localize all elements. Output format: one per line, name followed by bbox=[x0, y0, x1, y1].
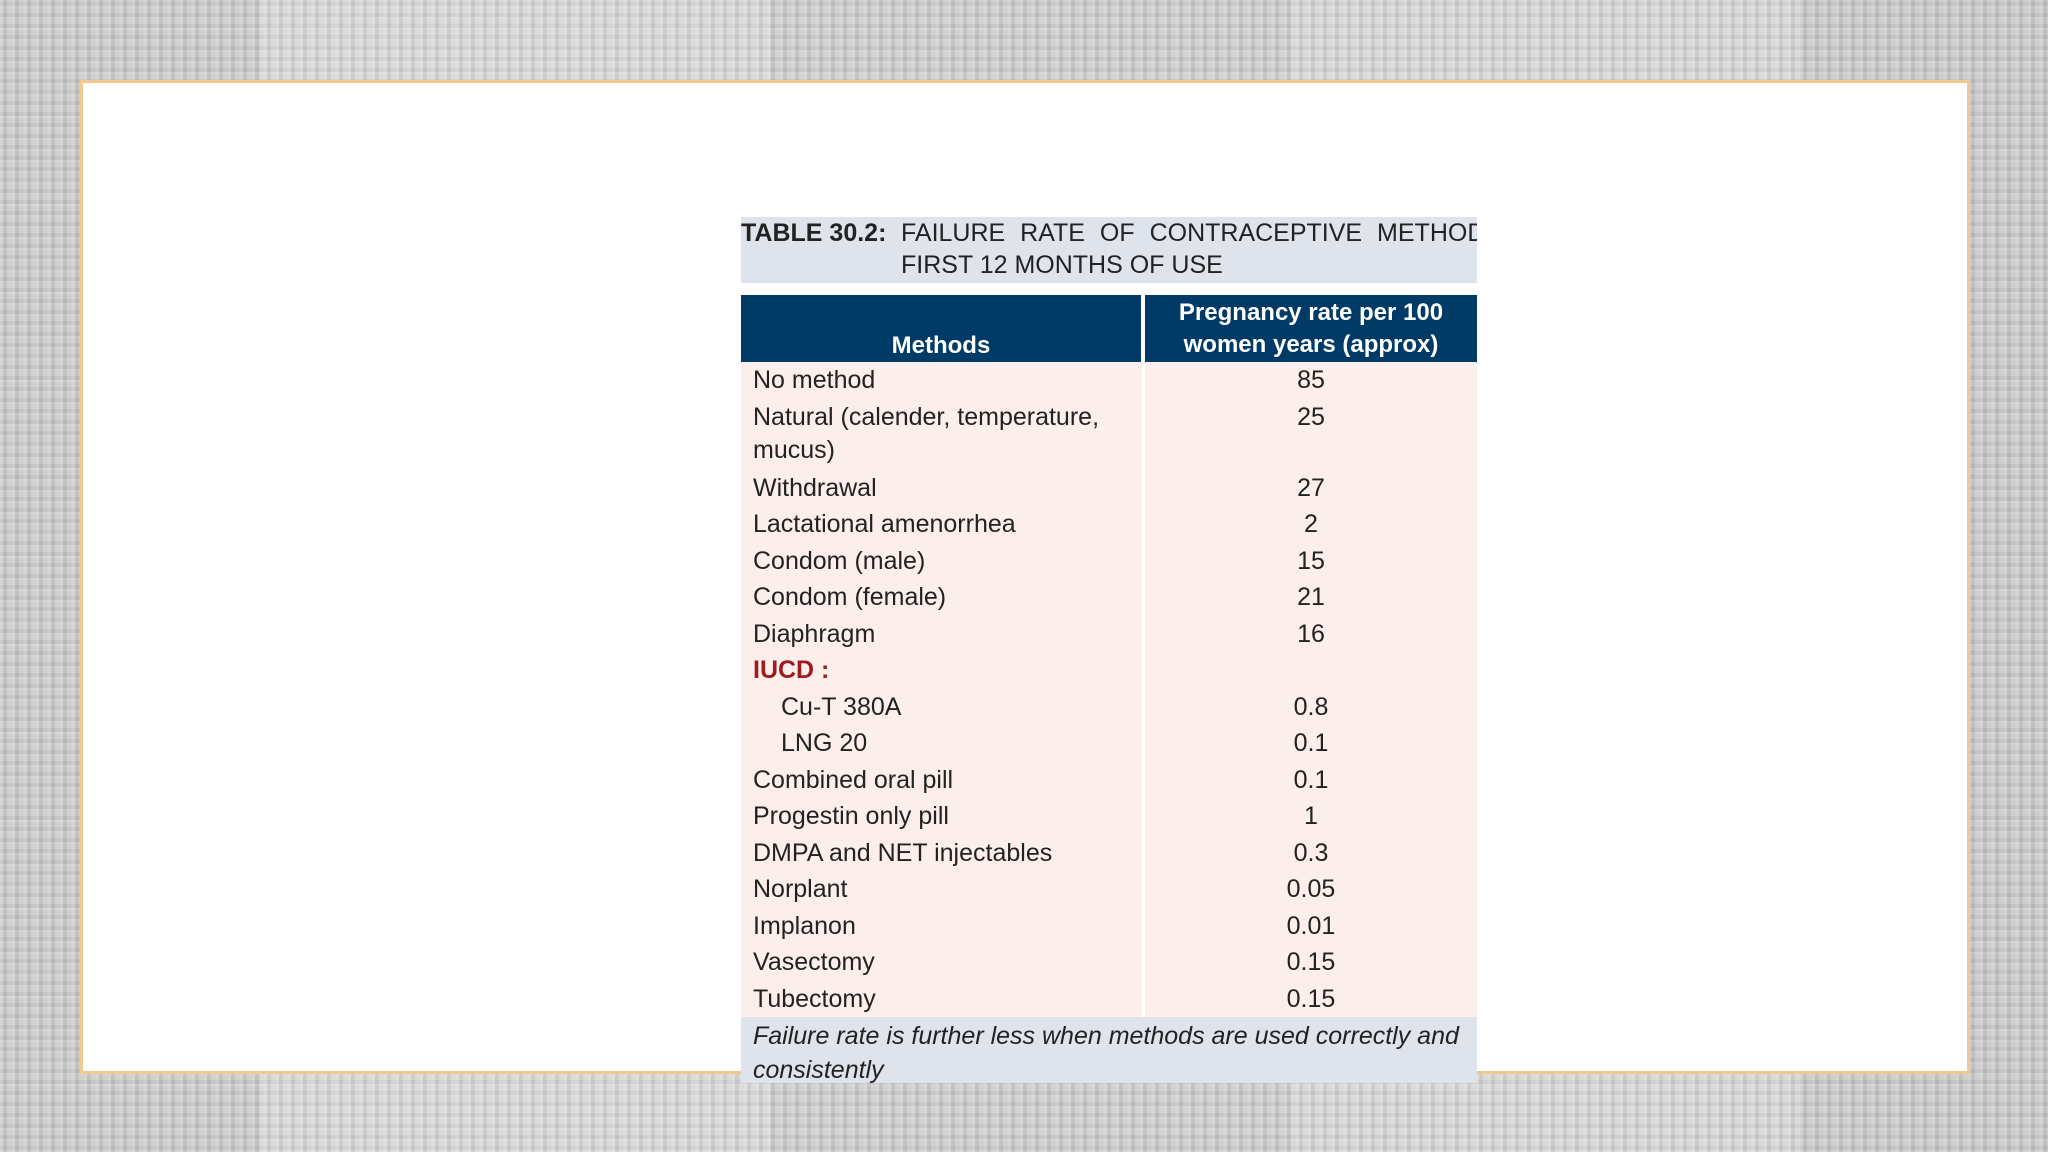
table-row: DMPA and NET injectables 0.3 bbox=[741, 834, 1477, 871]
caption-line-1: FAILURE RATE OF CONTRACEPTIVE METHODS II bbox=[901, 219, 1477, 247]
table-row: Norplant 0.05 bbox=[741, 871, 1477, 908]
rate-cell: 2 bbox=[1304, 510, 1318, 538]
caption-line-2: FIRST 12 MONTHS OF USE bbox=[901, 251, 1223, 279]
slide-frame: TABLE 30.2: FAILURE RATE OF CONTRACEPTIV… bbox=[80, 80, 1970, 1084]
method-cell: Norplant bbox=[741, 871, 1145, 908]
table-row: Cu-T 380A 0.8 bbox=[741, 688, 1477, 725]
method-cell: Implanon bbox=[741, 907, 1145, 944]
table-group-row: IUCD : bbox=[741, 652, 1477, 689]
method-cell: Vasectomy bbox=[741, 944, 1145, 981]
method-cell: DMPA and NET injectables bbox=[741, 834, 1145, 871]
method-cell: Condom (male) bbox=[741, 542, 1145, 579]
rate-cell: 85 bbox=[1297, 366, 1325, 394]
table-row: Diaphragm 16 bbox=[741, 615, 1477, 652]
table-row: Withdrawal 27 bbox=[741, 469, 1477, 506]
table-row: LNG 20 0.1 bbox=[741, 725, 1477, 762]
table-row: Implanon 0.01 bbox=[741, 907, 1477, 944]
rate-cell: 21 bbox=[1297, 583, 1325, 611]
table-row: Combined oral pill 0.1 bbox=[741, 761, 1477, 798]
method-cell: Natural (calender, temperature, mucus) bbox=[741, 398, 1145, 470]
header-methods: Methods bbox=[741, 295, 1141, 362]
table-row: Progestin only pill 1 bbox=[741, 798, 1477, 835]
method-cell: Combined oral pill bbox=[741, 761, 1145, 798]
header-pregnancy-rate: Pregnancy rate per 100 women years (appr… bbox=[1145, 295, 1477, 362]
table-header: Methods Pregnancy rate per 100 women yea… bbox=[741, 295, 1477, 362]
table-row: Tubectomy 0.15 bbox=[741, 980, 1477, 1017]
table-row: Lactational amenorrhea 2 bbox=[741, 506, 1477, 543]
rate-cell: 15 bbox=[1297, 546, 1325, 575]
caption-label: TABLE 30.2: bbox=[741, 219, 887, 247]
table-row: No method 85 bbox=[741, 362, 1477, 399]
table-footnote: Failure rate is further less when method… bbox=[741, 1017, 1477, 1084]
rate-cell: 0.05 bbox=[1286, 875, 1336, 903]
method-cell: Tubectomy bbox=[741, 980, 1145, 1017]
method-cell: LNG 20 bbox=[741, 725, 1145, 762]
method-cell: Cu-T 380A bbox=[741, 688, 1145, 725]
rate-cell: 0.1 bbox=[1293, 729, 1329, 757]
caption-gap bbox=[741, 283, 1477, 295]
rate-cell: 16 bbox=[1297, 619, 1325, 648]
rate-cell: 0.8 bbox=[1293, 692, 1329, 721]
rate-cell: 1 bbox=[1304, 802, 1318, 830]
table-row: Natural (calender, temperature, mucus) 2… bbox=[741, 398, 1477, 470]
rate-cell: 0.15 bbox=[1286, 984, 1336, 1013]
method-cell: Lactational amenorrhea bbox=[741, 506, 1145, 543]
rate-cell: 27 bbox=[1297, 473, 1325, 502]
method-cell: Progestin only pill bbox=[741, 798, 1145, 835]
rate-cell: 0.1 bbox=[1293, 765, 1329, 794]
rate-cell: 0.3 bbox=[1293, 838, 1329, 867]
rate-cell: 25 bbox=[1297, 402, 1325, 431]
rate-cell: 0.15 bbox=[1286, 948, 1336, 976]
rate-cell bbox=[1145, 652, 1477, 689]
method-cell: Condom (female) bbox=[741, 579, 1145, 616]
method-cell: No method bbox=[741, 362, 1145, 399]
method-cell: Diaphragm bbox=[741, 615, 1145, 652]
group-label-cell: IUCD : bbox=[741, 652, 1145, 689]
table-caption: TABLE 30.2: FAILURE RATE OF CONTRACEPTIV… bbox=[741, 217, 1477, 283]
table-body: No method 85 Natural (calender, temperat… bbox=[741, 362, 1477, 1017]
table-row: Condom (female) 21 bbox=[741, 579, 1477, 616]
rate-cell: 0.01 bbox=[1286, 911, 1336, 940]
failure-rate-table: TABLE 30.2: FAILURE RATE OF CONTRACEPTIV… bbox=[741, 217, 1477, 1084]
table-row: Condom (male) 15 bbox=[741, 542, 1477, 579]
table-row: Vasectomy 0.15 bbox=[741, 944, 1477, 981]
method-cell: Withdrawal bbox=[741, 469, 1145, 506]
